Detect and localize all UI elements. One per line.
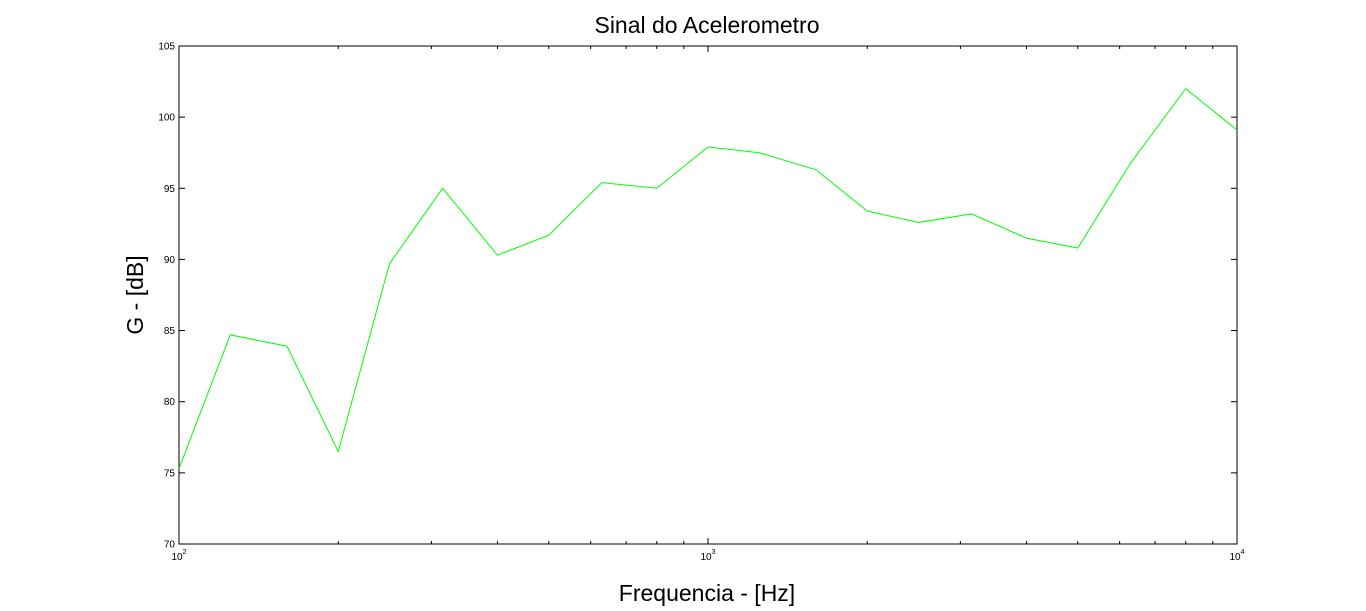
x-tick-label: 102 [171,549,186,563]
data-point [1077,248,1078,249]
x-tick-base: 10 [171,552,183,563]
plot-area [178,45,1238,545]
y-tick-label: 105 [158,42,175,53]
data-point [548,235,549,236]
data-point [1130,162,1131,163]
y-tick-label: 80 [164,397,176,408]
data-lines [178,87,1238,469]
y-tick-label: 85 [164,326,176,337]
y-tick-label: 90 [164,255,176,266]
data-point [286,346,287,347]
y-tick-label: 100 [158,113,175,124]
x-tick-exponent: 3 [712,549,716,556]
x-tick-base: 10 [700,552,712,563]
x-tick-label: 104 [1229,549,1244,563]
x-tick-base: 10 [1229,552,1241,563]
data-point [815,169,816,170]
y-tick-label: 95 [164,184,176,195]
x-axis-label: Frequencia - [Hz] [619,580,795,606]
data-point [1185,88,1186,89]
data-point [230,334,231,335]
data-point [338,451,339,452]
data-point [1026,238,1027,239]
data-point [867,211,868,212]
data-point [971,213,972,214]
y-tick-label: 70 [164,540,176,551]
series-line-0 [178,87,1238,469]
y-tick-label: 75 [164,468,176,479]
chart-title: Sinal do Acelerometro [594,12,819,38]
data-point [179,468,180,469]
data-point [497,255,498,256]
y-axis-label: G - [dB] [122,255,148,334]
data-point [708,147,709,148]
data-point [389,263,390,264]
x-tick-label: 103 [700,549,715,563]
x-tick-exponent: 4 [1241,549,1245,556]
data-point [1237,129,1238,130]
x-tick-exponent: 2 [183,549,187,556]
data-point [759,152,760,153]
data-point [918,222,919,223]
data-point [601,182,602,183]
data-point [656,188,657,189]
data-point [442,188,443,189]
